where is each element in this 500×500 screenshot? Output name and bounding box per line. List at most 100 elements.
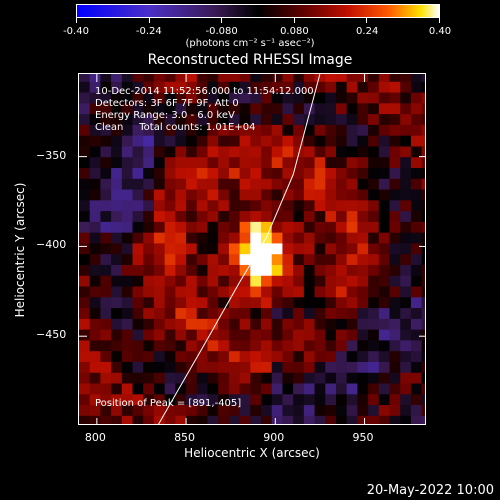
heatmap-cell	[357, 74, 369, 82]
heatmap-cell	[282, 156, 294, 168]
heatmap-cell	[335, 91, 348, 104]
heatmap-cell	[207, 188, 219, 201]
heatmap-cell	[271, 404, 284, 416]
heatmap-cell	[357, 102, 369, 115]
heatmap-cell	[357, 393, 369, 406]
heatmap-cell	[143, 188, 155, 201]
heatmap-cell	[250, 275, 262, 287]
heatmap-cell	[314, 81, 326, 93]
heatmap-cell	[228, 382, 241, 395]
heatmap-cell	[421, 264, 425, 276]
heatmap-cell	[250, 102, 262, 115]
x-tick-label: 850	[174, 431, 196, 444]
heatmap-cell	[100, 74, 112, 82]
heatmap-cell	[196, 74, 209, 82]
heatmap-cell	[132, 188, 144, 201]
x-tick-label: 950	[352, 431, 374, 444]
heatmap-cell	[175, 221, 187, 233]
heatmap-cell	[410, 242, 423, 255]
heatmap-cell	[207, 372, 219, 384]
heatmap-cell	[261, 296, 273, 309]
heatmap-cell	[357, 113, 369, 125]
heatmap-cell	[175, 307, 187, 319]
heatmap-cell	[421, 285, 425, 298]
heatmap-cell	[303, 264, 316, 276]
heatmap-cell	[207, 361, 219, 373]
colorbar-tick	[148, 18, 150, 23]
heatmap-cell	[421, 221, 425, 233]
heatmap-cell	[196, 253, 209, 265]
heatmap-cell	[421, 372, 425, 384]
heatmap-cell	[400, 350, 412, 362]
heatmap-cell	[346, 81, 358, 93]
heatmap-cell	[186, 275, 198, 287]
heatmap-cell	[250, 74, 262, 82]
heatmap-cell	[228, 350, 241, 362]
heatmap-cell	[261, 91, 273, 104]
heatmap-cell	[335, 199, 348, 212]
heatmap-cell	[218, 113, 230, 125]
heatmap-cell	[228, 393, 241, 406]
heatmap-cell	[89, 253, 102, 265]
heatmap-cell	[89, 264, 102, 276]
heatmap-cell	[389, 350, 401, 362]
heatmap-cell	[271, 415, 284, 424]
heatmap-cell	[111, 253, 123, 265]
heatmap-cell	[293, 329, 305, 341]
heatmap-cell	[410, 199, 423, 212]
heatmap-cell	[79, 329, 91, 341]
heatmap-cell	[175, 199, 187, 212]
heatmap-cell	[293, 167, 305, 179]
heatmap-cell	[100, 296, 112, 309]
heatmap-cell	[186, 221, 198, 233]
heatmap-cell	[325, 393, 337, 406]
heatmap-cell	[368, 74, 380, 82]
heatmap-cell	[400, 242, 412, 255]
heatmap-cell	[303, 178, 316, 190]
heatmap-cell	[132, 74, 144, 82]
heatmap-cell	[79, 361, 91, 373]
heatmap-cell	[389, 329, 401, 341]
heatmap-cell	[261, 404, 273, 416]
heatmap-cell	[111, 361, 123, 373]
heatmap-cell	[314, 199, 326, 212]
heatmap-cell	[239, 167, 251, 179]
heatmap-cell	[153, 178, 166, 190]
heatmap-cell	[368, 124, 380, 136]
heatmap-cell	[111, 232, 123, 244]
heatmap-cell	[378, 372, 391, 384]
heatmap-cell	[368, 81, 380, 93]
heatmap-cell	[389, 210, 401, 222]
y-tick-label: −350	[36, 148, 67, 162]
heatmap-cell	[410, 135, 423, 147]
heatmap-cell	[207, 264, 219, 276]
heatmap-cell	[389, 145, 401, 158]
heatmap-cell	[250, 167, 262, 179]
heatmap-cell	[175, 188, 187, 201]
heatmap-cell	[261, 350, 273, 362]
heatmap-cell	[389, 221, 401, 233]
heatmap-cell	[132, 307, 144, 319]
heatmap-cell	[368, 393, 380, 406]
heatmap-cell	[89, 81, 102, 93]
heatmap-cell	[196, 221, 209, 233]
heatmap-cell	[153, 102, 166, 115]
heatmap-cell	[335, 350, 348, 362]
heatmap-cell	[293, 145, 305, 158]
heatmap-cell	[378, 178, 391, 190]
heatmap-cell	[143, 307, 155, 319]
heatmap-cell	[111, 275, 123, 287]
heatmap-cell	[132, 113, 144, 125]
heatmap-cell	[218, 264, 230, 276]
heatmap-cell	[250, 372, 262, 384]
heatmap-cell	[111, 393, 123, 406]
heatmap-cell	[378, 113, 391, 125]
heatmap-cell	[218, 318, 230, 330]
heatmap-cell	[389, 74, 401, 82]
heatmap-cell	[303, 199, 316, 212]
heatmap-cell	[325, 350, 337, 362]
heatmap-cell	[314, 102, 326, 115]
heatmap-cell	[293, 275, 305, 287]
heatmap-cell	[111, 415, 123, 424]
heatmap-cell	[186, 372, 198, 384]
